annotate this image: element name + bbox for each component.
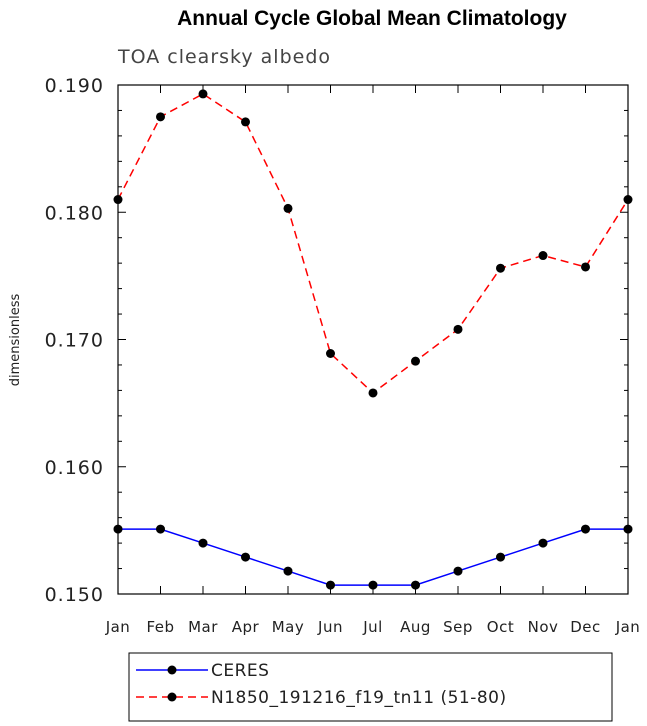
data-point [538, 538, 548, 548]
y-tick-label: 0.160 [45, 457, 104, 479]
plot-frame [117, 84, 629, 595]
x-tick-label: Jun [317, 618, 343, 636]
x-tick-label: Dec [570, 618, 601, 636]
x-tick-labels: Jan Feb Mar Apr May Jun Jul Aug Sep Oct Nov Dec Jan [105, 618, 641, 636]
data-point [156, 524, 165, 534]
data-point [411, 356, 420, 366]
data-point [283, 566, 293, 576]
data-point [538, 251, 548, 261]
data-point [453, 324, 463, 334]
x-tick-label: Jan [105, 618, 131, 636]
legend-box [128, 652, 613, 722]
series-layer [113, 89, 633, 590]
data-point [326, 580, 335, 590]
series-1 [113, 89, 633, 398]
data-point [156, 112, 165, 122]
legend-item-model: N1850_191216_f19_tn11 (51-80) [136, 688, 507, 708]
series-line [118, 528, 628, 586]
data-point [368, 580, 378, 590]
y-tick-label: 0.150 [45, 584, 104, 606]
data-point [581, 262, 590, 272]
data-point [283, 203, 293, 213]
data-point [496, 263, 505, 273]
x-tick-label: Nov [528, 618, 559, 636]
x-tick-label: Oct [487, 618, 514, 636]
data-point [496, 552, 505, 562]
series-0 [113, 524, 633, 590]
data-point [411, 580, 420, 590]
y-tick-label: 0.190 [45, 75, 104, 97]
x-tick-label: Aug [400, 618, 431, 636]
data-point [453, 566, 463, 576]
x-tick-label: Jan [615, 618, 641, 636]
legend: CERES N1850_191216_f19_tn11 (51-80) [128, 652, 613, 722]
data-point [581, 524, 590, 534]
data-point [198, 538, 208, 548]
y-tick-labels: 0.150 0.160 0.170 0.180 0.190 [45, 75, 104, 606]
data-point [241, 117, 250, 127]
data-point [326, 348, 335, 358]
data-point [368, 388, 378, 398]
data-point [198, 89, 208, 99]
axis-ticks [117, 84, 629, 595]
legend-label-model: N1850_191216_f19_tn11 (51-80) [211, 688, 507, 708]
x-tick-label: Jul [362, 618, 383, 636]
legend-marker-model [167, 692, 177, 702]
x-tick-label: Sep [443, 618, 473, 636]
legend-label-ceres: CERES [211, 661, 269, 681]
x-tick-label: Apr [232, 618, 260, 636]
y-tick-label: 0.180 [45, 202, 104, 224]
y-tick-label: 0.170 [45, 330, 104, 352]
x-tick-label: Feb [146, 618, 174, 636]
chart-title: Annual Cycle Global Mean Climatology [177, 7, 567, 30]
legend-item-ceres: CERES [136, 661, 269, 681]
data-point [241, 552, 250, 562]
x-tick-label: May [272, 618, 305, 636]
chart-subtitle: TOA clearsky albedo [117, 46, 331, 68]
series-line [117, 93, 629, 394]
y-axis-label: dimensionless [8, 294, 23, 387]
x-tick-label: Mar [188, 618, 218, 636]
legend-marker-ceres [167, 665, 177, 675]
